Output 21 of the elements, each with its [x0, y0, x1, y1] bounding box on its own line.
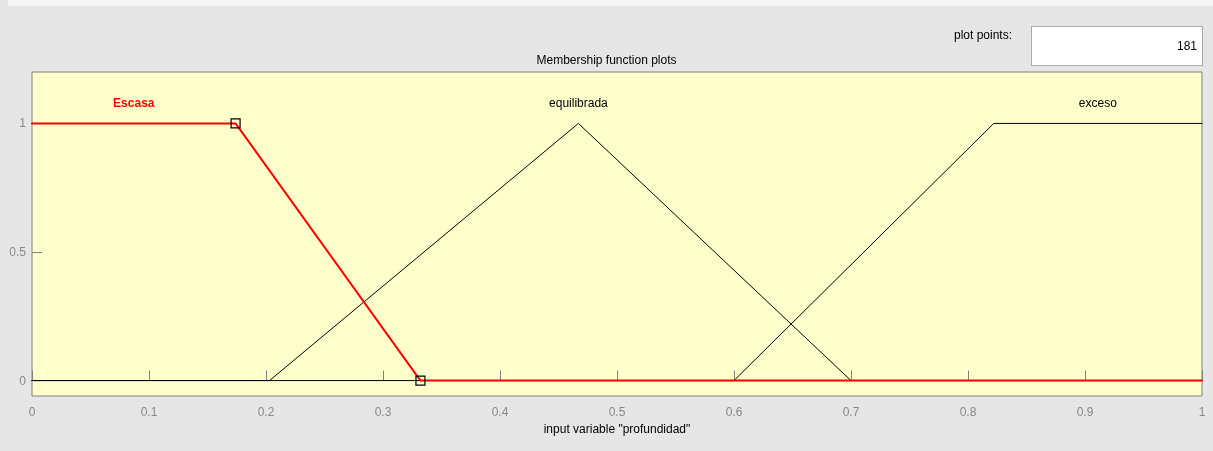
x-tick-label: 0.8: [959, 405, 977, 419]
y-tick-label: 1: [19, 116, 27, 131]
x-tick-label: 1: [1198, 405, 1206, 419]
x-tick-label: 0.3: [374, 405, 392, 419]
text-field: 181: [1031, 26, 1203, 66]
x-tick-label: 0.9: [1076, 405, 1094, 419]
x-axis-title: input variable "profundidad": [543, 421, 691, 436]
x-tick-label: 0.1: [140, 405, 158, 419]
x-tick-label: 0.7: [842, 405, 860, 419]
y-tick-label: 0.5: [9, 245, 27, 259]
x-tick-label: 0: [28, 405, 36, 419]
x-tick-label: 0.2: [257, 405, 275, 419]
chart-title: Membership function plots: [536, 53, 677, 67]
x-tick-label: 0.6: [725, 405, 743, 419]
text: plot points:: [952, 28, 1012, 42]
x-tick-label: 0.4: [491, 405, 509, 419]
x-tick-label: 0.5: [608, 405, 626, 419]
series-label: Escasa: [113, 96, 155, 111]
series-label: equilibrada: [549, 96, 609, 111]
series-label: exceso: [1078, 96, 1118, 111]
y-tick-label: 0: [19, 373, 27, 388]
